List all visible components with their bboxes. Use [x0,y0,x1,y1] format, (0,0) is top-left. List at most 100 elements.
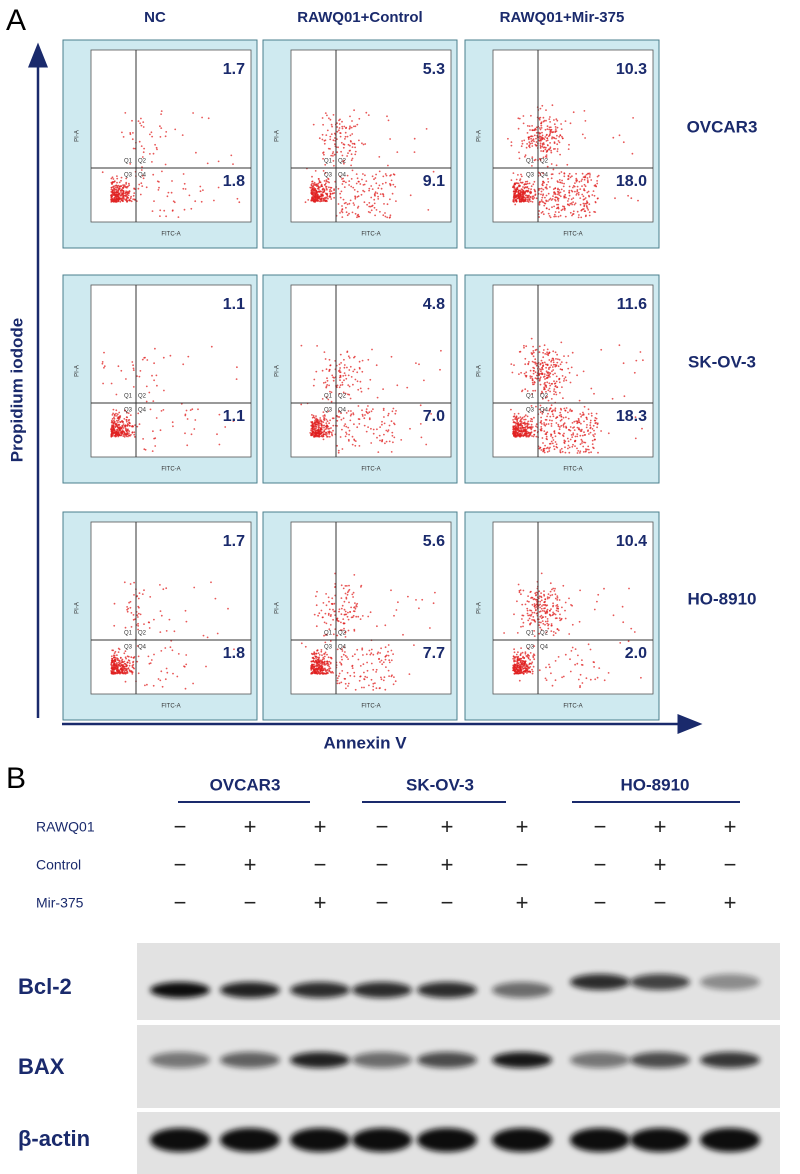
event-dot [116,175,118,178]
event-dot [116,431,118,433]
event-dot [532,435,535,438]
sign: − [174,814,187,839]
event-dot [549,121,551,123]
event-dot [131,361,134,363]
event-dot [326,114,328,117]
event-dot [126,606,128,608]
event-dot [311,414,313,416]
event-dot [121,421,124,424]
event-dot [142,126,145,128]
event-dot [339,629,342,631]
event-dot [336,444,338,447]
event-dot [548,148,550,151]
event-dot [117,647,120,650]
quadrant-label: Q2 [138,159,147,165]
event-dot [557,607,560,610]
event-dot [542,410,544,413]
event-dot [567,203,569,206]
event-dot [590,179,593,181]
event-dot [584,197,587,199]
event-dot [621,605,624,608]
event-dot [321,398,324,400]
quadrant-label: Q1 [526,159,535,165]
event-dot [120,176,123,179]
event-dot [538,408,541,411]
event-dot [550,151,553,154]
event-dot [165,131,168,133]
event-dot [334,137,336,139]
event-dot [328,660,331,663]
sign: + [654,852,667,877]
event-dot [577,450,580,452]
event-dot [541,367,543,369]
event-dot [569,122,572,125]
event-dot [538,216,540,218]
event-dot [594,184,597,186]
event-dot [553,430,556,432]
event-dot [541,200,543,203]
event-dot [352,413,355,416]
event-dot [590,414,593,417]
event-dot [639,351,642,353]
event-dot [554,632,557,634]
event-dot [193,586,196,589]
event-dot [149,153,151,155]
event-dot [352,614,355,617]
event-dot [321,188,324,191]
event-dot [541,210,544,213]
event-dot [531,668,533,671]
event-dot [341,183,344,185]
event-dot [357,418,360,420]
event-dot [216,433,218,436]
event-dot [118,411,121,414]
event-dot [525,422,527,425]
plot-y-label: PI-A [75,602,81,614]
event-dot [163,389,165,392]
event-dot [114,660,117,663]
event-dot [567,411,569,414]
event-dot [350,153,353,156]
event-dot [111,658,114,660]
sign: − [654,890,667,915]
event-dot [339,384,342,387]
event-dot [637,199,639,202]
event-dot [523,663,525,665]
event-dot [348,601,350,604]
event-dot [142,438,145,440]
event-dot [520,190,523,193]
condition-label: Control [36,857,81,873]
event-dot [127,659,130,662]
event-dot [559,419,562,422]
quadrant-label: Q2 [338,394,347,400]
event-dot [384,442,386,445]
event-dot [523,372,526,375]
event-dot [540,370,542,373]
event-dot [153,618,155,621]
event-dot [314,668,317,670]
event-dot [553,205,555,208]
event-dot [324,651,327,654]
event-dot [143,589,145,592]
event-dot [564,451,567,454]
event-dot [382,409,385,411]
event-dot [315,189,318,192]
event-dot [519,432,522,435]
event-dot [365,180,368,183]
event-dot [117,190,120,192]
event-dot [348,184,350,186]
event-dot [341,604,344,607]
event-dot [343,608,346,611]
event-dot [172,672,174,675]
event-dot [545,610,548,612]
event-dot [331,597,334,600]
event-dot [554,193,557,196]
event-dot [114,432,116,434]
event-dot [348,150,351,152]
event-dot [370,648,373,651]
event-dot [567,440,570,443]
event-dot [549,376,551,378]
event-dot [548,450,551,452]
event-dot [318,420,321,423]
event-dot [114,425,117,428]
event-dot [322,123,324,126]
